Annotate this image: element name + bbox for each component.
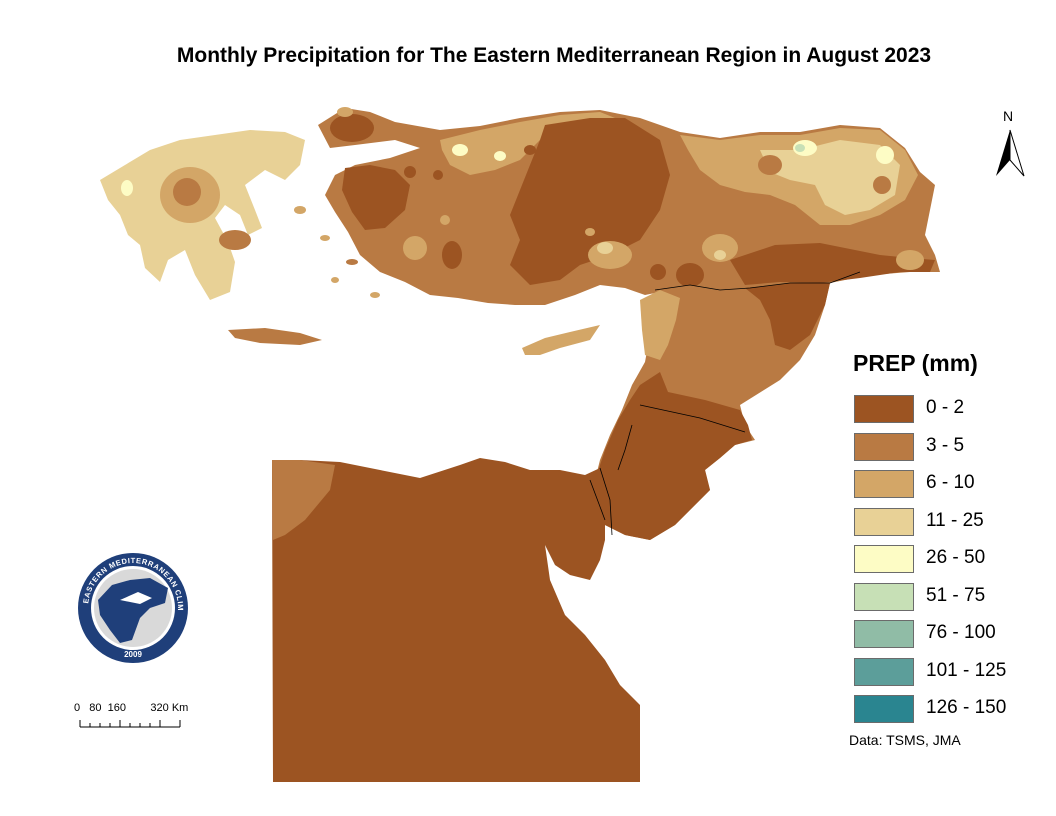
legend-swatch <box>854 582 914 611</box>
cyprus-region <box>522 325 600 355</box>
legend-swatch <box>854 695 914 723</box>
north-label: N <box>1003 108 1014 124</box>
map-title: Monthly Precipitation for The Eastern Me… <box>176 44 932 67</box>
turkey-region <box>318 107 940 305</box>
scale-bar-labels: 0 80 160 320 Km <box>74 702 189 714</box>
legend-label: 11 - 25 <box>926 509 984 531</box>
legend-label: 3 - 5 <box>926 434 965 456</box>
levant-region <box>595 283 830 540</box>
north-arrow-icon <box>996 129 1025 177</box>
egypt-region <box>272 458 640 782</box>
legend-label: 6 - 10 <box>926 472 975 493</box>
legend-label: 101 - 125 <box>926 659 1007 681</box>
legend-label: 51 - 75 <box>926 584 986 606</box>
logo-year: 2009 <box>124 650 142 659</box>
logo-text: EASTERN MEDITERRANEAN CLIMATE CENTRE <box>0 0 184 611</box>
legend-swatch <box>854 620 914 648</box>
svg-text:EASTERN MEDITERRANEAN CLIMATE: EASTERN MEDITERRANEAN CLIMATE CENTRE <box>0 0 185 611</box>
legend-swatch <box>854 432 914 461</box>
legend-swatch <box>854 545 914 573</box>
country-borders <box>589 271 861 536</box>
legend-swatch <box>854 470 914 498</box>
legend-label: 0 - 2 <box>926 397 965 418</box>
data-source: Data: TSMS, JMA <box>849 732 961 748</box>
legend-swatch <box>854 395 914 423</box>
emcc-logo: 2009 EASTERN MEDITERRANEAN CLIMATE CENTR… <box>0 0 188 663</box>
legend-swatch <box>854 657 914 686</box>
greece-region <box>100 130 380 345</box>
scale-bar <box>79 720 181 728</box>
legend-label: 76 - 100 <box>926 622 996 643</box>
legend-title: PREP (mm) <box>853 350 978 376</box>
legend-label: 26 - 50 <box>926 547 986 568</box>
legend-swatch <box>854 507 914 536</box>
legend-label: 126 - 150 <box>926 697 1007 718</box>
